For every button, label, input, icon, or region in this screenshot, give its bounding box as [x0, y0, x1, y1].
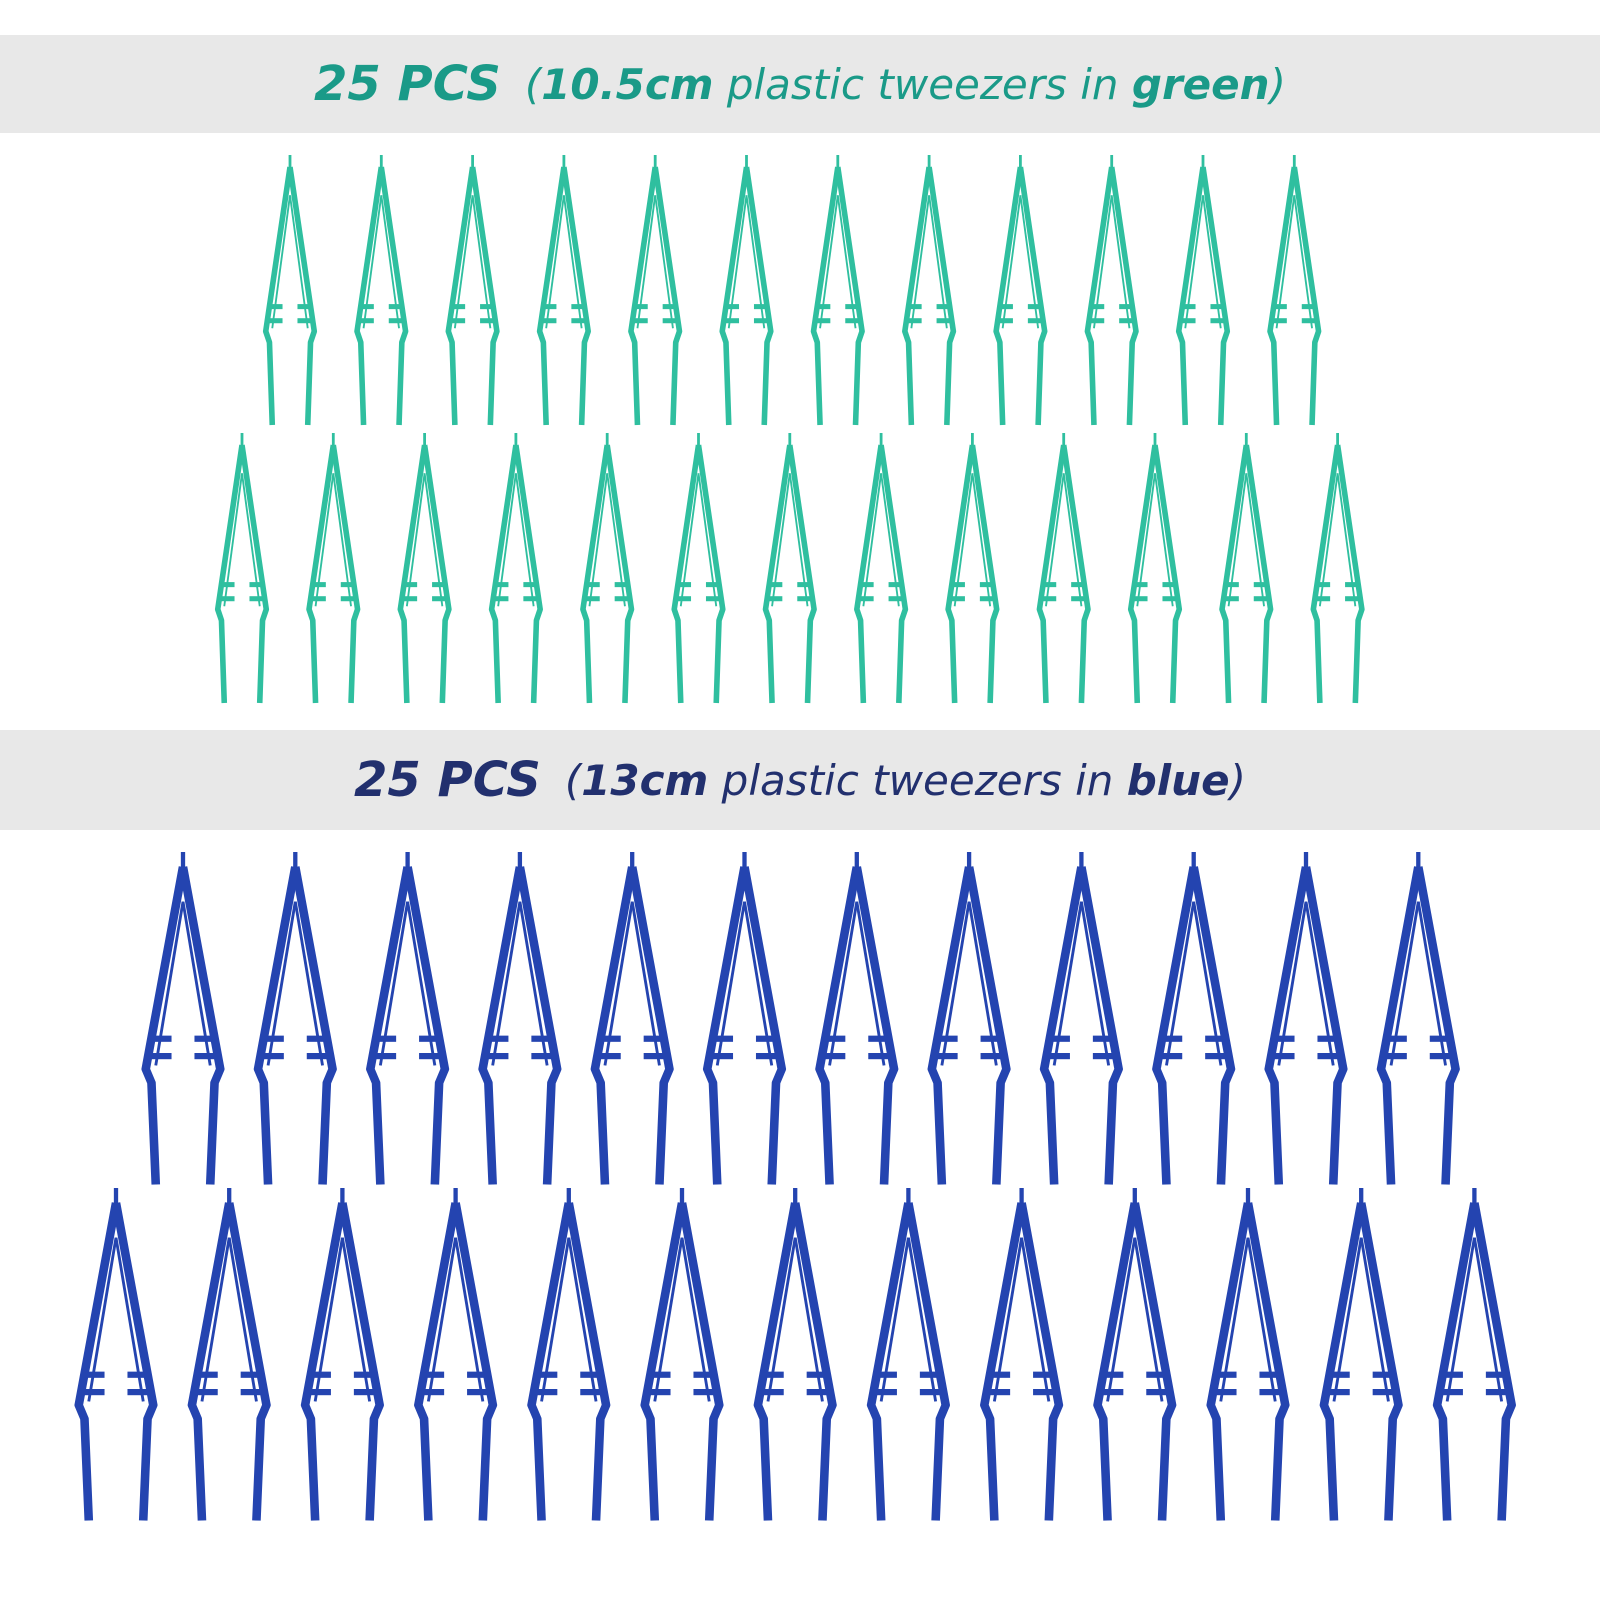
tweezer [370, 852, 445, 1185]
tweezer [1039, 433, 1088, 703]
size: 13cm [581, 755, 709, 805]
tweezer [1131, 433, 1180, 703]
tweezer [1313, 433, 1362, 703]
tweezer [357, 155, 406, 425]
paren: ) [1229, 755, 1246, 805]
tweezer [984, 1188, 1059, 1521]
tweezer [1270, 155, 1319, 425]
size: 10.5cm [541, 59, 714, 109]
tweezer [905, 155, 954, 425]
tweezer [948, 433, 997, 703]
tweezer [146, 852, 221, 1185]
tweezer [483, 852, 558, 1185]
tweezer [1098, 1188, 1173, 1521]
count: 25 PCS [354, 752, 541, 808]
tweezer [707, 852, 782, 1185]
tweezer [674, 433, 723, 703]
paren: ( [564, 755, 582, 805]
tweezer [1269, 852, 1344, 1185]
tweezer [1156, 852, 1231, 1185]
tweezer [1222, 433, 1271, 703]
tweezer [645, 1188, 720, 1521]
tweezer [857, 433, 906, 703]
tweezer [400, 433, 449, 703]
paren: ( [524, 59, 542, 109]
tweezer [540, 155, 589, 425]
tweezer [631, 155, 680, 425]
tweezer [758, 1188, 833, 1521]
tweezer [996, 155, 1045, 425]
tweezer [1381, 852, 1456, 1185]
tweezer [1437, 1188, 1512, 1521]
tweezer [1087, 155, 1136, 425]
tweezer [258, 852, 333, 1185]
tweezer [309, 433, 358, 703]
tweezer [1044, 852, 1119, 1185]
tweezer [305, 1188, 380, 1521]
tweezer [492, 433, 541, 703]
tweezer [192, 1188, 267, 1521]
tweezer [1179, 155, 1228, 425]
count: 25 PCS [314, 56, 501, 112]
color-name: blue [1126, 755, 1230, 805]
paren: ) [1269, 59, 1286, 109]
color-name: green [1131, 59, 1270, 109]
tweezer [871, 1188, 946, 1521]
tweezer [766, 433, 815, 703]
tweezer [418, 1188, 493, 1521]
heading-band: 25 PCS (13cm plastic tweezers in blue) [0, 730, 1600, 830]
tweezer [532, 1188, 607, 1521]
tweezer [266, 155, 315, 425]
tweezer [1211, 1188, 1286, 1521]
tweezer [722, 155, 771, 425]
tweezer [814, 155, 863, 425]
tweezer [583, 433, 632, 703]
tweezer [448, 155, 497, 425]
tweezer [595, 852, 670, 1185]
heading-band: 25 PCS (10.5cm plastic tweezers in green) [0, 35, 1600, 133]
tweezer [79, 1188, 154, 1521]
tweezer [218, 433, 267, 703]
description: plastic tweezers in [713, 59, 1132, 109]
description: plastic tweezers in [708, 755, 1127, 805]
tweezer [932, 852, 1007, 1185]
tweezer [1324, 1188, 1399, 1521]
tweezer [820, 852, 895, 1185]
